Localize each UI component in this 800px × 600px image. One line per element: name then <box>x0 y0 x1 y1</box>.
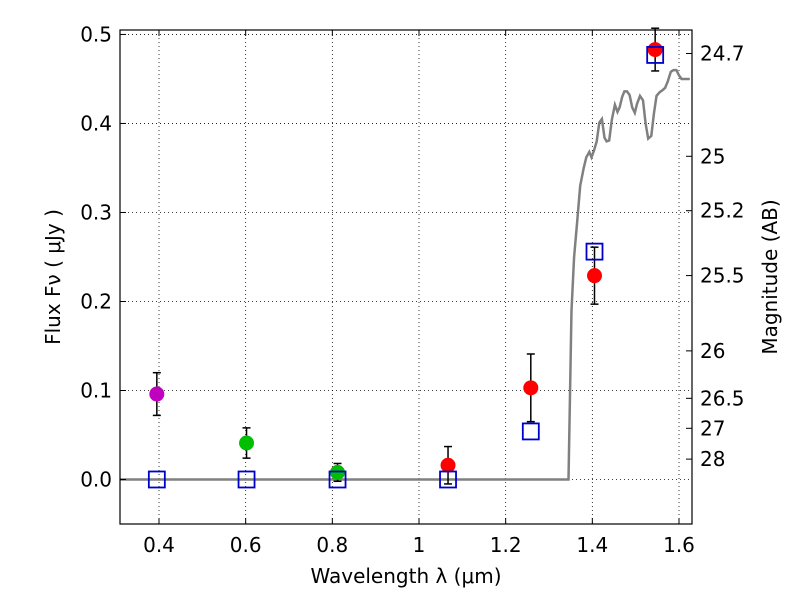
y-tick-label: 0.3 <box>80 200 112 224</box>
observed-marker <box>239 435 255 451</box>
model-spectrum-line <box>120 68 690 481</box>
y-tick-label: 0.1 <box>80 378 112 402</box>
observed-point <box>647 27 663 72</box>
model-photometry-marker <box>328 470 347 489</box>
x-tick-label: 0.4 <box>143 533 175 557</box>
observed-point <box>587 246 602 305</box>
x-tick-label: 1.4 <box>576 533 608 557</box>
magnitude-tick-label: 25 <box>700 144 725 168</box>
plot-area <box>120 30 692 524</box>
y-axis-ticks: 0.0 0.1 0.2 0.3 0.4 0.5 <box>80 22 126 491</box>
x-axis-ticks: 0.4 0.6 0.8 1 1.2 1.4 1.6 <box>143 30 695 557</box>
model-photometry-marker <box>521 422 540 441</box>
magnitude-tick-label: 26 <box>700 339 725 363</box>
data-points <box>147 27 665 489</box>
observed-marker <box>440 457 456 473</box>
observed-marker <box>587 268 602 284</box>
model-photometry-marker <box>585 242 604 261</box>
x-tick-label: 1 <box>413 533 426 557</box>
magnitude-tick-label: 26.5 <box>700 386 745 410</box>
magnitude-tick-label: 27 <box>700 416 725 440</box>
x-tick-label: 1.2 <box>490 533 522 557</box>
magnitude-tick-label: 25.5 <box>700 264 745 288</box>
x-tick-label: 0.6 <box>230 533 262 557</box>
model-photometry-marker <box>237 470 256 489</box>
plot-frame <box>119 29 693 525</box>
magnitude-axis-ticks: 24.7 25 25.2 25.5 26 26.5 27 28 <box>686 41 745 471</box>
x-tick-label: 1.6 <box>663 533 695 557</box>
model-photometry-marker <box>147 470 166 489</box>
observed-point <box>239 427 255 459</box>
observed-point <box>523 353 539 423</box>
observed-marker <box>149 386 165 402</box>
y-tick-label: 0.2 <box>80 289 112 313</box>
model-photometry-marker <box>646 46 665 64</box>
observed-marker <box>647 42 663 58</box>
y-tick-label: 0.5 <box>80 22 112 46</box>
y-axis-label: Flux Fν ( μJy ) <box>41 209 65 345</box>
model-photometry-marker <box>439 470 457 489</box>
observed-point <box>149 371 165 417</box>
magnitude-tick-label: 24.7 <box>700 41 745 65</box>
model-spectrum-series <box>120 68 690 481</box>
grid-lines <box>120 30 692 524</box>
magnitude-axis-label: Magnitude (AB) <box>758 199 782 354</box>
observed-marker <box>523 380 539 396</box>
x-axis-label: Wavelength λ (μm) <box>310 564 501 588</box>
observed-point <box>440 445 456 485</box>
x-tick-label: 0.8 <box>316 533 348 557</box>
magnitude-tick-label: 28 <box>700 447 725 471</box>
magnitude-tick-label: 25.2 <box>700 199 745 223</box>
y-tick-label: 0.4 <box>80 111 112 135</box>
y-tick-label: 0.0 <box>80 467 112 491</box>
